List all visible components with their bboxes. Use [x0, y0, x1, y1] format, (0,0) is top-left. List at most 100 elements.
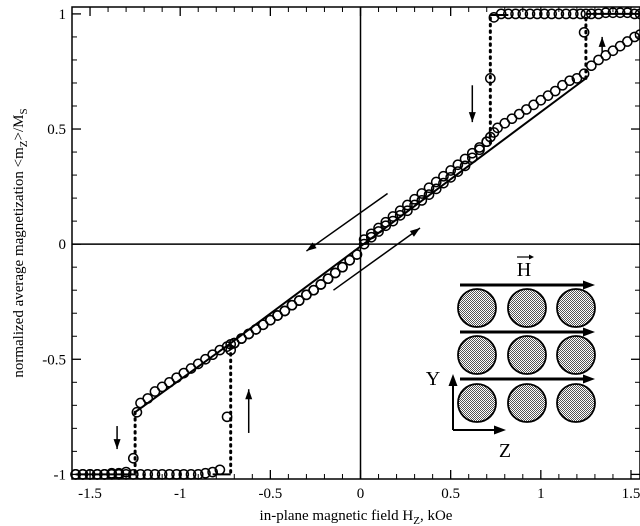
data-point — [185, 469, 197, 480]
magnetic-dot — [556, 335, 596, 375]
data-point — [575, 8, 586, 20]
magnetic-dot — [457, 288, 497, 328]
data-point — [365, 228, 377, 240]
data-point — [91, 469, 103, 480]
arrow-head — [598, 36, 606, 47]
data-point — [380, 216, 392, 228]
data-point — [416, 188, 428, 199]
magnetic-dot — [507, 288, 547, 328]
data-point — [344, 254, 356, 266]
data-point — [351, 249, 363, 260]
magnetic-dot — [556, 288, 596, 328]
data-point — [539, 8, 550, 20]
x-axis-label-sub: Z — [413, 515, 420, 526]
x-axis-label-unit: , kOe — [420, 508, 453, 524]
field-arrow-head — [583, 327, 595, 337]
data-point — [156, 469, 168, 480]
data-point — [634, 8, 640, 20]
data-point — [459, 153, 471, 165]
data-point — [164, 469, 175, 480]
arrow-head — [306, 242, 317, 252]
y-tick-label: 0.5 — [47, 122, 66, 138]
data-point — [127, 469, 139, 480]
data-point — [593, 8, 604, 20]
data-point — [430, 176, 442, 188]
data-point — [149, 469, 161, 480]
data-point — [607, 7, 619, 19]
y-axis-label-sub1: Z — [18, 140, 30, 147]
data-point — [402, 205, 413, 217]
data-point — [560, 8, 572, 20]
zero-axis-lines — [72, 7, 640, 479]
data-point — [192, 469, 204, 480]
data-point — [452, 166, 464, 177]
data-point — [524, 8, 536, 20]
y-axis-label: normalized average magnetization <mZ>/MS — [11, 108, 30, 377]
data-point — [358, 234, 370, 245]
x-tick-label: 0.5 — [441, 486, 460, 502]
arrow-head — [468, 112, 476, 123]
data-point — [387, 211, 399, 222]
data-point — [510, 8, 521, 20]
x-tick-label: -1.5 — [78, 486, 102, 502]
data-point — [517, 8, 529, 20]
data-point — [337, 261, 348, 273]
magnetic-dot — [507, 335, 547, 375]
data-point — [564, 75, 576, 87]
data-point — [214, 464, 226, 476]
data-point — [387, 215, 399, 227]
data-point — [585, 60, 597, 72]
data-point — [221, 411, 233, 423]
field-label: H — [517, 259, 531, 281]
data-point — [423, 182, 435, 194]
arrow-head — [409, 228, 421, 237]
y-axis-label-mid: >/M — [11, 114, 27, 140]
data-point — [402, 199, 413, 211]
data-point — [315, 279, 327, 290]
magnetic-dot — [507, 383, 547, 423]
data-point — [466, 147, 478, 159]
data-point — [622, 7, 633, 19]
data-point — [142, 393, 154, 404]
data-point — [614, 7, 626, 19]
x-tick-label: 1 — [537, 486, 545, 502]
data-point — [423, 189, 435, 200]
data-point — [553, 8, 565, 20]
array-inset: H Y Z — [426, 254, 596, 462]
y-tick-label: -1 — [54, 467, 67, 483]
data-point — [549, 85, 561, 97]
data-point — [358, 238, 370, 250]
data-point — [629, 31, 640, 43]
x-tick-label: -0.5 — [258, 486, 282, 502]
x-axis-label: in-plane magnetic field HZ, kOe — [260, 508, 453, 526]
data-point — [394, 205, 406, 217]
field-arrow-head — [583, 280, 595, 290]
data-point — [207, 466, 218, 478]
inset-y-label: Y — [426, 368, 440, 390]
data-point — [77, 469, 89, 480]
data-point — [113, 469, 125, 480]
data-point — [171, 469, 182, 480]
data-point — [329, 267, 341, 279]
data-point — [373, 226, 384, 237]
data-point — [293, 295, 305, 306]
data-points — [70, 7, 640, 480]
data-point — [438, 170, 449, 182]
data-point — [365, 231, 377, 243]
field-arrow-head — [583, 374, 595, 384]
data-point — [430, 183, 442, 195]
arrow-head — [113, 439, 121, 450]
data-point — [131, 406, 143, 418]
y-axis-arrow-head — [448, 374, 458, 386]
data-point — [567, 8, 579, 20]
data-point — [578, 68, 590, 80]
data-point — [531, 8, 543, 20]
axis-ticks: -1.5 -1 -0.5 0 0.5 1 1.5 -1 -0.5 0 0.5 1 — [42, 7, 640, 502]
data-point — [84, 469, 96, 480]
data-point — [600, 7, 612, 19]
vector-mark-head — [529, 254, 534, 260]
data-point — [466, 152, 478, 164]
data-point — [481, 136, 493, 148]
arrow-head — [245, 389, 253, 400]
